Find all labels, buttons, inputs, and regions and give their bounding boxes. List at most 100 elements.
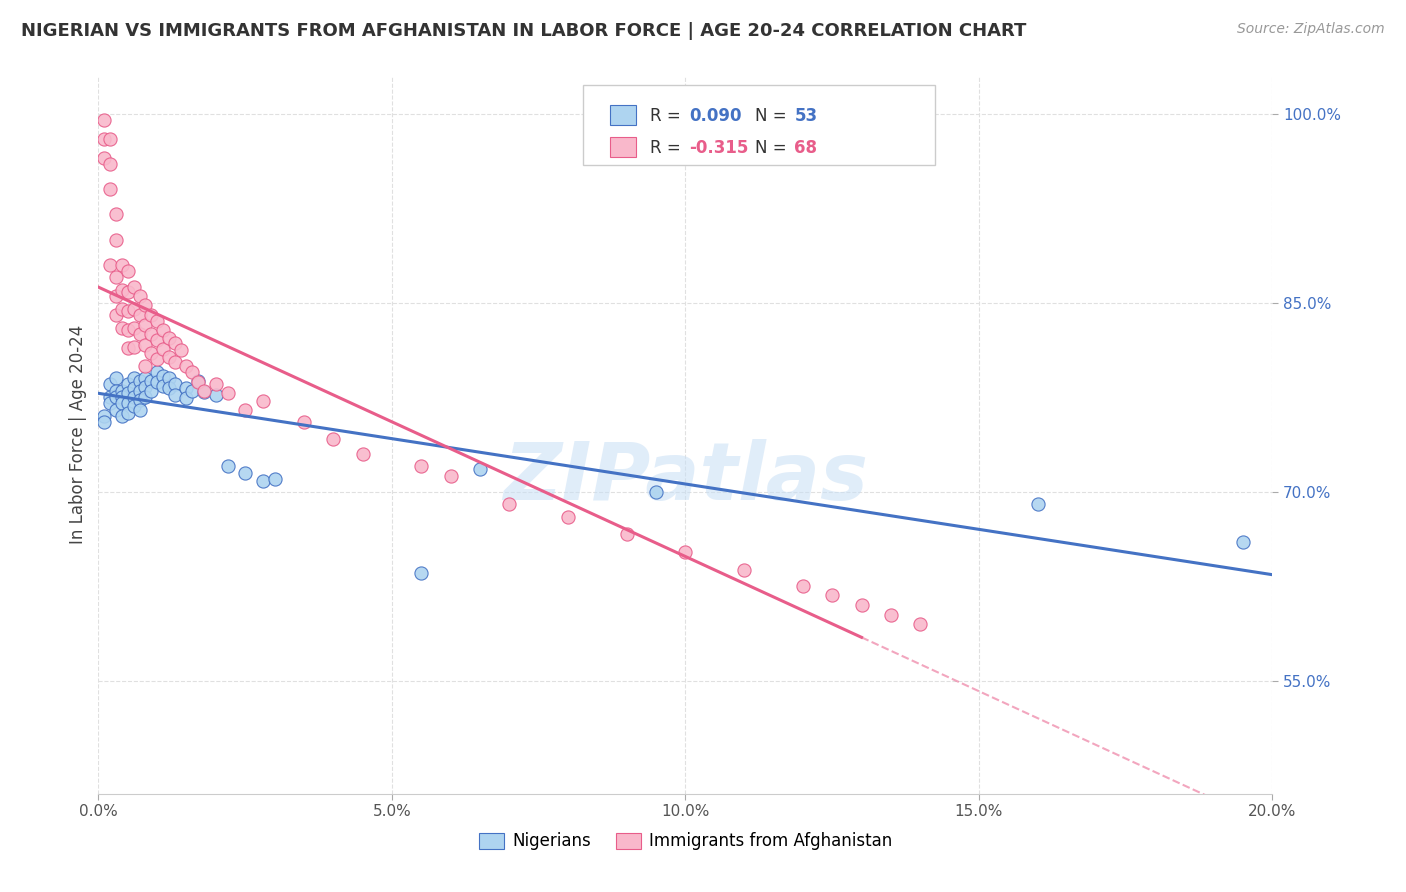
Point (468, 462, 491, 476)
Point (792, 579, 814, 593)
Point (157, 331, 180, 345)
Point (122, 399, 145, 413)
Point (181, 365, 204, 379)
Point (163, 335, 186, 350)
Point (675, 545, 697, 559)
Point (134, 380, 156, 394)
Point (157, 350, 180, 364)
Point (122, 390, 145, 404)
Point (93, 409, 115, 423)
Point (93, 415, 115, 429)
Legend: Nigerians, Immigrants from Afghanistan: Nigerians, Immigrants from Afghanistan (478, 832, 893, 850)
Point (122, 371, 145, 385)
Point (163, 377, 186, 392)
Point (176, 392, 198, 406)
Point (105, 384, 128, 398)
Point (233, 402, 256, 417)
Point (117, 323, 139, 337)
Point (134, 298, 156, 312)
Point (98, 258, 121, 272)
Point (821, 588, 844, 602)
Point (98, 390, 121, 404)
Text: Source: ZipAtlas.com: Source: ZipAtlas.com (1237, 22, 1385, 37)
Point (157, 381, 180, 395)
Point (910, 616, 932, 631)
Point (117, 396, 139, 410)
Point (105, 371, 128, 385)
Text: 68: 68 (794, 139, 817, 157)
Point (117, 264, 139, 278)
Text: R =: R = (650, 107, 686, 125)
Point (98, 182, 121, 196)
Point (152, 323, 174, 337)
Point (111, 390, 134, 404)
Point (134, 371, 156, 385)
Point (176, 381, 198, 395)
Point (1232, 535, 1254, 549)
Point (152, 368, 174, 383)
Point (205, 377, 228, 392)
Point (187, 374, 209, 388)
Point (93, 151, 115, 165)
Point (292, 415, 315, 429)
Text: ZIPatlas: ZIPatlas (503, 439, 868, 517)
Point (141, 384, 163, 398)
Point (105, 233, 128, 247)
Point (105, 390, 128, 404)
Point (616, 527, 638, 541)
Point (157, 371, 180, 385)
Point (105, 207, 128, 221)
Text: 0.090: 0.090 (689, 107, 741, 125)
Point (146, 375, 169, 389)
Point (105, 289, 128, 303)
Point (181, 384, 204, 398)
Point (263, 472, 285, 486)
Point (117, 304, 139, 318)
Point (93, 112, 115, 127)
Point (141, 327, 163, 342)
Text: N =: N = (755, 139, 792, 157)
Point (134, 318, 156, 333)
Point (498, 497, 520, 511)
Point (141, 308, 163, 322)
Point (111, 258, 134, 272)
Point (105, 270, 128, 285)
Text: R =: R = (650, 139, 686, 157)
Point (217, 459, 239, 474)
Point (117, 377, 139, 392)
Point (193, 384, 215, 398)
Point (105, 402, 128, 417)
Point (733, 563, 755, 577)
Text: NIGERIAN VS IMMIGRANTS FROM AFGHANISTAN IN LABOR FORCE | AGE 20-24 CORRELATION C: NIGERIAN VS IMMIGRANTS FROM AFGHANISTAN … (21, 22, 1026, 40)
Point (122, 301, 145, 316)
Text: -0.315: -0.315 (689, 139, 748, 157)
Point (98, 132, 121, 146)
Point (557, 509, 579, 524)
Point (122, 381, 145, 395)
Point (146, 314, 169, 328)
Point (134, 359, 156, 373)
Point (322, 432, 344, 446)
Point (134, 338, 156, 352)
Point (187, 375, 209, 389)
Point (111, 301, 134, 316)
Point (146, 352, 169, 367)
Point (128, 308, 150, 322)
Point (252, 393, 274, 408)
Point (233, 466, 256, 480)
Point (411, 566, 433, 581)
Point (111, 320, 134, 334)
Point (851, 598, 873, 612)
Point (93, 132, 115, 146)
Text: N =: N = (755, 107, 792, 125)
Point (152, 342, 174, 356)
Point (105, 308, 128, 322)
Y-axis label: In Labor Force | Age 20-24: In Labor Force | Age 20-24 (69, 326, 87, 544)
Point (128, 392, 150, 407)
Point (176, 359, 198, 373)
Point (122, 320, 145, 334)
Point (122, 280, 145, 294)
Point (117, 285, 139, 300)
Point (111, 384, 134, 398)
Point (169, 343, 191, 358)
